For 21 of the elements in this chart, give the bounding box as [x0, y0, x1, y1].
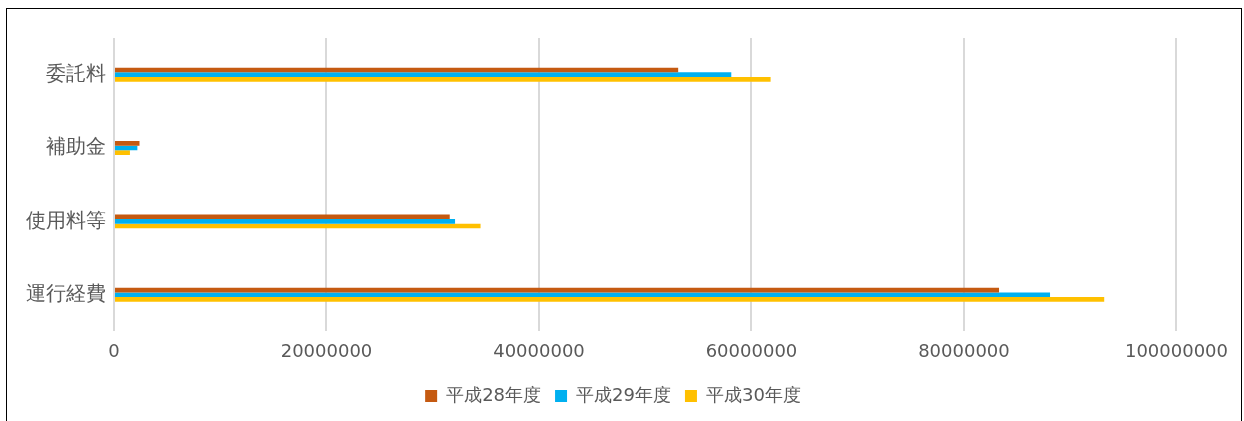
bar — [115, 219, 456, 224]
y-tick-label: 補助金 — [46, 134, 106, 159]
bar — [115, 214, 450, 220]
bar — [115, 72, 732, 77]
x-tick-label: 80000000 — [918, 339, 1010, 361]
y-tick-label: 委託料 — [46, 60, 106, 85]
bar — [115, 297, 1105, 302]
x-tick-label: 100000000 — [1124, 339, 1228, 361]
y-tick-label: 使用料等 — [26, 207, 106, 232]
x-tick-label: 40000000 — [493, 339, 585, 361]
legend-label: 平成29年度 — [576, 383, 671, 405]
legend-label: 平成30年度 — [705, 383, 801, 405]
bar — [115, 292, 1051, 298]
bar — [115, 150, 130, 155]
legend-label: 平成28年度 — [446, 383, 542, 405]
bar — [115, 77, 771, 82]
x-tick-label: 0 — [108, 339, 120, 361]
bar — [115, 141, 140, 146]
x-tick-label: 20000000 — [280, 339, 373, 361]
x-tick-label: 60000000 — [705, 339, 798, 361]
y-tick-label: 運行経費 — [26, 280, 106, 305]
